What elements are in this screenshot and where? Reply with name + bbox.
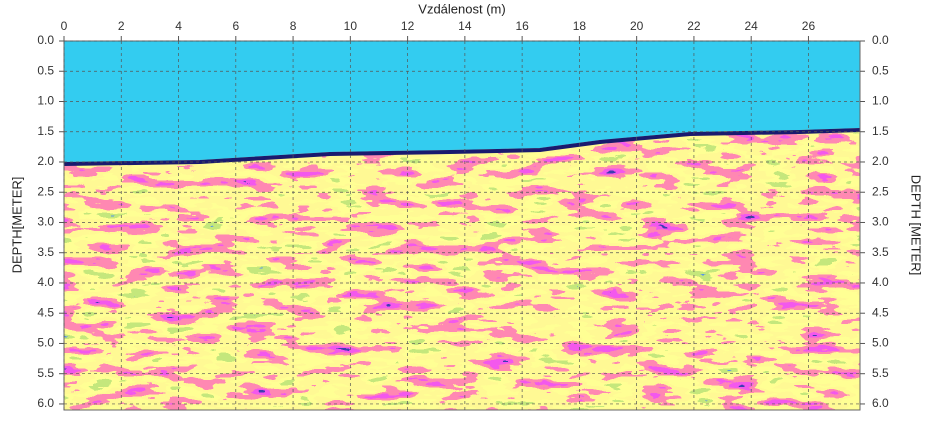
y2-tick-label: 6.0 xyxy=(872,396,889,410)
x-tick-label: 10 xyxy=(344,19,358,33)
x-tick-label: 26 xyxy=(802,19,816,33)
y-tick-label: 4.5 xyxy=(37,305,54,319)
y-tick-label: 0.5 xyxy=(37,63,54,77)
x-tick-label: 4 xyxy=(175,19,182,33)
y-tick-label: 4.0 xyxy=(37,275,54,289)
x-tick-label: 6 xyxy=(232,19,239,33)
x-tick-label: 2 xyxy=(118,19,125,33)
y-axis-title: DEPTH[METER] xyxy=(9,177,24,274)
y2-tick-label: 2.0 xyxy=(872,154,889,168)
x-tick-label: 12 xyxy=(401,19,415,33)
y2-tick-label: 4.5 xyxy=(872,305,889,319)
y2-tick-label: 1.5 xyxy=(872,124,889,138)
y-tick-label: 3.0 xyxy=(37,215,54,229)
x-tick-label: 22 xyxy=(687,19,701,33)
y-tick-label: 1.0 xyxy=(37,94,54,108)
y-tick-label: 6.0 xyxy=(37,396,54,410)
x-tick-label: 16 xyxy=(515,19,529,33)
y2-tick-label: 3.5 xyxy=(872,245,889,259)
y-tick-label: 5.5 xyxy=(37,366,54,380)
y2-tick-label: 1.0 xyxy=(872,94,889,108)
y-tick-label: 1.5 xyxy=(37,124,54,138)
surface-reflection xyxy=(63,128,861,166)
y2-tick-label: 2.5 xyxy=(872,184,889,198)
y-tick-label: 0.0 xyxy=(37,33,54,47)
x-tick-label: 8 xyxy=(290,19,297,33)
y-tick-label: 5.0 xyxy=(37,336,54,350)
x-tick-label: 0 xyxy=(61,19,68,33)
y-tick-label: 3.5 xyxy=(37,245,54,259)
y2-axis-title: DEPTH [METER] xyxy=(909,175,924,275)
y-tick-label: 2.5 xyxy=(37,184,54,198)
y2-tick-label: 5.5 xyxy=(872,366,889,380)
y2-tick-label: 3.0 xyxy=(872,215,889,229)
x-tick-label: 18 xyxy=(573,19,587,33)
y2-tick-label: 0.0 xyxy=(872,33,889,47)
x-axis-title: Vzdálenost (m) xyxy=(418,1,505,16)
x-tick-label: 14 xyxy=(458,19,472,33)
x-tick-label: 24 xyxy=(745,19,759,33)
y-tick-label: 2.0 xyxy=(37,154,54,168)
y2-tick-label: 4.0 xyxy=(872,275,889,289)
y2-tick-label: 5.0 xyxy=(872,336,889,350)
y2-tick-label: 0.5 xyxy=(872,63,889,77)
x-tick-label: 20 xyxy=(630,19,644,33)
plot-area xyxy=(63,40,861,411)
